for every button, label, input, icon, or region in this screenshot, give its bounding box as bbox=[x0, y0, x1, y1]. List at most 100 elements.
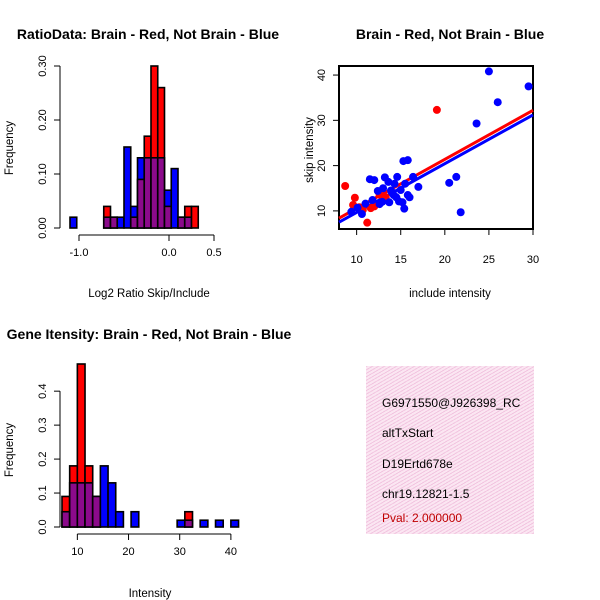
scatter-point-brain-0 bbox=[341, 181, 350, 190]
info-panel: G6971550@J926398_RC altTxStart D19Ertd67… bbox=[366, 366, 534, 534]
intensity-histogram-y-tick-label-1: 0.1 bbox=[37, 485, 49, 500]
intensity-histogram-bar-20 bbox=[214, 519, 225, 528]
scatter-point-not-brain-19 bbox=[393, 172, 402, 181]
scatter-point-not-brain-33 bbox=[472, 119, 481, 128]
scatter-point-brain-10 bbox=[432, 105, 441, 114]
ratio-histogram-panel: RatioData: Brain - Red, Not Brain - Blue… bbox=[4, 26, 279, 300]
intensity-histogram-x-tick-label-3: 40 bbox=[225, 546, 237, 558]
info-location: chr19.12821-1.5 bbox=[382, 487, 470, 501]
scatter-point-not-brain-3 bbox=[361, 199, 370, 208]
scatter-ylabel: skip intensity bbox=[304, 117, 316, 183]
ratio-histogram-bar-8 bbox=[123, 146, 132, 229]
intensity-scatter-panel: Brain - Red, Not Brain - Blue include in… bbox=[304, 26, 544, 300]
scatter-point-not-brain-29 bbox=[414, 182, 423, 191]
ratio-histogram-overlap-bar-10 bbox=[136, 178, 146, 229]
ratio-histogram-ylabel: Frequency bbox=[4, 121, 16, 176]
intensity-histogram-bar-22 bbox=[230, 519, 240, 528]
scatter-point-brain-5 bbox=[363, 218, 372, 227]
intensity-histogram-y-tick-label-3: 0.3 bbox=[37, 417, 49, 432]
ratio-histogram-overlap-bar-11 bbox=[143, 157, 152, 229]
intensity-histogram-panel: Gene Itensity: Brain - Red, Not Brain - … bbox=[4, 326, 292, 600]
ratio-histogram-overlap-bar-13 bbox=[156, 157, 166, 229]
scatter-x-tick-label-3: 25 bbox=[483, 254, 495, 266]
intensity-histogram-x-tick-label-1: 20 bbox=[122, 546, 134, 558]
scatter-point-not-brain-20 bbox=[396, 186, 405, 195]
intensity-histogram-x-tick-label-2: 30 bbox=[174, 546, 186, 558]
scatter-point-not-brain-35 bbox=[493, 98, 502, 107]
ratio-histogram-x-tick-label-0: -1.0 bbox=[70, 247, 89, 259]
ratio-histogram-x-tick-label-2: 0.5 bbox=[206, 247, 221, 259]
intensity-histogram-overlap-bar-16 bbox=[184, 519, 194, 528]
ratio-histogram-overlap-bar-5 bbox=[102, 216, 112, 229]
ratio-histogram-y-tick-label-2: 0.20 bbox=[37, 109, 49, 130]
scatter-y-tick-label-0: 10 bbox=[316, 205, 328, 217]
intensity-histogram-bar-6 bbox=[107, 482, 117, 528]
scatter-axes: 10 15 20 25 30 10 20 30 40 bbox=[316, 69, 539, 266]
scatter-point-brain-2 bbox=[350, 193, 359, 202]
ratio-histogram-overlap-bar-16 bbox=[177, 216, 186, 229]
ratio-histogram-bar-7 bbox=[116, 216, 125, 229]
ratio-histogram-axes: -1.0 0.0 0.5 0.00 0.10 0.20 0.30 bbox=[37, 55, 222, 259]
scatter-x-tick-label-2: 20 bbox=[439, 254, 451, 266]
scatter-y-tick-label-1: 20 bbox=[316, 159, 328, 171]
intensity-histogram-y-tick-label-4: 0.4 bbox=[37, 384, 49, 399]
intensity-histogram-overlap-bar-3 bbox=[84, 482, 94, 528]
ratio-histogram-overlap-bar-14 bbox=[163, 205, 173, 229]
ratio-histogram-overlap-bar-6 bbox=[109, 216, 119, 229]
scatter-point-not-brain-24 bbox=[400, 204, 409, 213]
scatter-x-tick-label-0: 10 bbox=[351, 254, 363, 266]
scatter-point-not-brain-16 bbox=[390, 179, 399, 188]
intensity-histogram-y-tick-label-0: 0.0 bbox=[37, 519, 49, 534]
ratio-histogram-bars bbox=[69, 65, 200, 229]
intensity-histogram-bar-15 bbox=[176, 519, 186, 528]
scatter-point-not-brain-5 bbox=[370, 176, 379, 185]
info-gene: D19Ertd678e bbox=[382, 457, 453, 471]
scatter-point-not-brain-30 bbox=[445, 178, 454, 187]
scatter-point-not-brain-27 bbox=[409, 172, 418, 181]
scatter-point-not-brain-10 bbox=[378, 197, 387, 206]
scatter-point-not-brain-9 bbox=[379, 184, 388, 193]
intensity-histogram-x-tick-label-0: 10 bbox=[71, 546, 83, 558]
scatter-x-tick-label-1: 15 bbox=[395, 254, 407, 266]
scatter-point-not-brain-32 bbox=[456, 208, 465, 217]
scatter-point-not-brain-1 bbox=[353, 203, 362, 212]
scatter-point-not-brain-12 bbox=[384, 177, 393, 186]
scatter-point-not-brain-31 bbox=[452, 172, 461, 181]
intensity-histogram-bars bbox=[61, 363, 240, 528]
scatter-plot-box bbox=[338, 65, 534, 230]
intensity-histogram-bar-7 bbox=[114, 510, 125, 528]
intensity-histogram-overlap-bar-1 bbox=[68, 482, 79, 528]
scatter-x-tick-label-4: 30 bbox=[527, 254, 539, 266]
scatter-title: Brain - Red, Not Brain - Blue bbox=[356, 26, 544, 42]
scatter-point-not-brain-22 bbox=[401, 179, 410, 188]
ratio-histogram-bar-0 bbox=[69, 216, 78, 229]
intensity-histogram-xlabel: Intensity bbox=[129, 588, 172, 600]
ratio-histogram-overlap-bar-9 bbox=[129, 216, 139, 229]
ratio-histogram-xlabel: Log2 Ratio Skip/Include bbox=[88, 288, 209, 300]
ratio-histogram-x-tick-label-1: 0.0 bbox=[161, 247, 176, 259]
ratio-histogram-y-tick-label-0: 0.00 bbox=[37, 217, 49, 238]
intensity-histogram-overlap-bar-0 bbox=[61, 510, 71, 528]
scatter-point-not-brain-25 bbox=[405, 193, 414, 202]
ratio-histogram-bar-18 bbox=[190, 205, 200, 229]
intensity-histogram-overlap-bar-4 bbox=[91, 495, 102, 528]
scatter-y-tick-label-3: 40 bbox=[316, 69, 328, 81]
intensity-histogram-ylabel: Frequency bbox=[4, 423, 16, 478]
scatter-point-not-brain-13 bbox=[385, 198, 394, 207]
scatter-point-not-brain-36 bbox=[524, 82, 533, 91]
scatter-point-not-brain-28 bbox=[398, 198, 407, 207]
intensity-histogram-title: Gene Itensity: Brain - Red, Not Brain - … bbox=[7, 326, 292, 342]
info-event-type: altTxStart bbox=[382, 426, 434, 440]
info-pval: Pval: 2.000000 bbox=[382, 511, 463, 525]
scatter-xlabel: include intensity bbox=[409, 288, 491, 300]
intensity-histogram-overlap-bar-2 bbox=[76, 482, 86, 528]
intensity-histogram-axes: 10 20 30 40 0.0 0.1 0.2 0.3 0.4 bbox=[37, 384, 237, 558]
scatter-y-tick-label-2: 30 bbox=[316, 114, 328, 126]
scatter-point-not-brain-0 bbox=[347, 207, 356, 216]
intensity-histogram-bar-9 bbox=[130, 510, 140, 528]
ratio-histogram-overlap-bar-17 bbox=[183, 216, 193, 229]
scatter-point-not-brain-6 bbox=[368, 196, 377, 205]
scatter-marks bbox=[338, 67, 534, 227]
ratio-histogram-bar-15 bbox=[170, 167, 179, 229]
